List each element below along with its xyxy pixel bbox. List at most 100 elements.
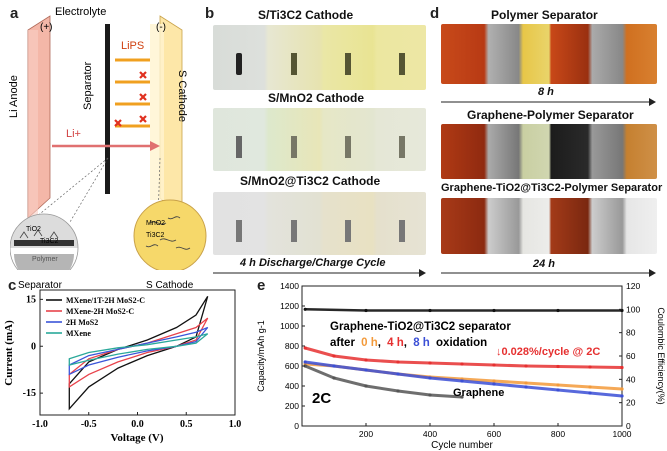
cycling-y-tick-label: 1200 (280, 301, 299, 311)
cycling-y2-tick-label: 80 (626, 328, 636, 338)
cycling-y2-tick-label: 0 (626, 421, 631, 431)
cycling-x-tick-label: 1000 (613, 429, 632, 439)
row-label-graphene-polymer-separator: Graphene-Polymer Separator (467, 108, 634, 122)
graphene-curve-label: Graphene (453, 387, 504, 399)
cv-chart: -1.0 -0.5 0.0 0.5 1.0 -15 0 15 MXene/1T-2H MoS2… (3, 289, 242, 444)
cycling-point-1-10 (620, 365, 624, 370)
cv-legend-label-0: MXene/1T-2H MoS2-C (66, 296, 145, 305)
li-ion-label: Li+ (66, 128, 81, 140)
cv-x-tick-label: 0.5 (180, 419, 193, 430)
cv-y-axis-label: Current (mA) (3, 320, 15, 386)
subtitle-4h: 4 h (387, 337, 404, 349)
cycling-point-0-9 (588, 385, 592, 389)
separator-label: Separator (82, 61, 94, 110)
cv-curve-3 (68, 333, 209, 366)
cycling-point-0-8 (556, 383, 560, 387)
cycling-point-1-8 (556, 364, 560, 369)
subtitle-0h: 0 h (361, 337, 378, 349)
cycling-y2-tick-label: 40 (626, 374, 636, 384)
cycling-y2-tick-label: 60 (626, 351, 636, 361)
cycling-point-3-3 (396, 389, 400, 393)
anode-label: Li Anode (8, 75, 20, 118)
row-label-graphene-tio2-separator: Graphene-TiO2@Ti3C2-Polymer Separator (441, 182, 663, 194)
cycling-point-4-2 (428, 308, 432, 313)
separator-bar (105, 24, 110, 194)
cycling-x-tick-label: 800 (551, 429, 565, 439)
cv-x-tick-label: 1.0 (229, 419, 242, 430)
subtitle-8h: 8 h (413, 337, 430, 349)
cycling-y-tick-label: 600 (285, 361, 299, 371)
cycling-point-2-1 (332, 364, 336, 368)
cycling-point-3-0 (303, 364, 307, 368)
subtitle-suffix: oxidation (436, 337, 487, 349)
cycling-point-2-10 (620, 394, 624, 398)
cycling-point-1-6 (492, 363, 496, 367)
cycling-point-4-3 (492, 308, 496, 313)
cv-x-tick-label: -1.0 (32, 419, 48, 430)
cv-curve-2 (68, 326, 209, 376)
minus-label: (-) (156, 22, 166, 33)
lips-label: LiPS (121, 40, 145, 52)
cycling-point-1-9 (588, 365, 592, 369)
cycling-point-2-6 (492, 382, 496, 386)
cycling-y-tick-label: 0 (294, 421, 299, 431)
cycling-y-tick-label: 200 (285, 401, 299, 411)
cycling-annotation-title: Graphene-TiO2@Ti3C2 separator (330, 321, 511, 333)
row-label-mno2-ti3c2-cathode: S/MnO2@Ti3C2 Cathode (240, 174, 381, 188)
inset-separator-caption: Separator (18, 280, 62, 291)
row-label-polymer-separator: Polymer Separator (491, 8, 598, 22)
block-crosses (114, 71, 147, 127)
cycling-annotation-subtitle: after 0 h, 4 h, 8 h oxidation (330, 337, 487, 349)
cycling-y2-tick-label: 120 (626, 281, 640, 291)
cycling-x-axis-label: Cycle number (431, 440, 493, 451)
cycling-y-tick-label: 800 (285, 341, 299, 351)
cycling-y-tick-label: 1400 (280, 281, 299, 291)
time-arrow-b (213, 269, 426, 277)
cycling-point-2-4 (428, 376, 432, 380)
cycling-y2-tick-label: 100 (626, 304, 640, 314)
cycling-point-1-4 (428, 361, 432, 365)
separator-inset (10, 213, 79, 270)
battery-schematic (10, 15, 207, 270)
cycling-point-3-4 (428, 393, 432, 397)
photo-mno2-cathode-vials (213, 108, 426, 171)
plus-label: (+) (40, 22, 53, 33)
cycling-point-3-5 (460, 395, 464, 399)
cycling-point-3-2 (364, 384, 368, 388)
cycling-point-2-7 (524, 385, 528, 389)
cycling-point-0-7 (524, 381, 528, 385)
time-label-24h: 24 h (533, 258, 556, 270)
cycling-series-4 (303, 308, 624, 312)
photo-mno2-ti3c2-cathode-vials (213, 192, 426, 255)
vial-electrode (236, 53, 242, 75)
cycling-chart: 200 400 600 800 1000020040060080010001200140… (256, 281, 666, 451)
cycling-point-2-2 (364, 368, 368, 372)
cycling-point-3-1 (332, 376, 336, 380)
cycling-point-2-9 (588, 391, 592, 395)
inset-ti3c2-right-label: Ti3C2 (146, 232, 165, 239)
cycling-point-1-7 (524, 364, 528, 368)
cycling-point-0-6 (492, 379, 496, 383)
photo-graphene-polymer-separator-h-cells (441, 124, 657, 179)
cycling-point-1-5 (460, 362, 464, 366)
decay-rate-note: ↓0.028%/cycle @ 2C (496, 346, 600, 358)
inset-mno2-label: MnO2 (146, 220, 166, 227)
panel-label-d: d (430, 5, 440, 22)
cycling-point-2-0 (303, 360, 307, 364)
row-label-ti3c2-cathode: S/Ti3C2 Cathode (258, 8, 354, 22)
photo-graphene-tio2-separator-h-cells (441, 198, 657, 254)
cv-y-tick-label: 0 (31, 341, 36, 352)
time-label-8h: 8 h (538, 86, 554, 98)
cycling-point-1-0 (303, 346, 307, 350)
cycling-point-1-2 (364, 358, 368, 362)
cycling-point-4-1 (364, 308, 368, 313)
cycling-point-4-4 (556, 308, 560, 313)
cycling-x-tick-label: 600 (487, 429, 501, 439)
inset-polymer-label: Polymer (32, 256, 58, 263)
subtitle-prefix: after (330, 337, 355, 349)
cycling-y-axis-label: Capacity/mAh g-1 (256, 320, 266, 392)
cycling-y-tick-label: 400 (285, 381, 299, 391)
cycling-point-1-3 (396, 360, 400, 364)
panel-label-c: c (8, 277, 17, 294)
row-label-mno2-cathode: S/MnO2 Cathode (268, 91, 365, 105)
